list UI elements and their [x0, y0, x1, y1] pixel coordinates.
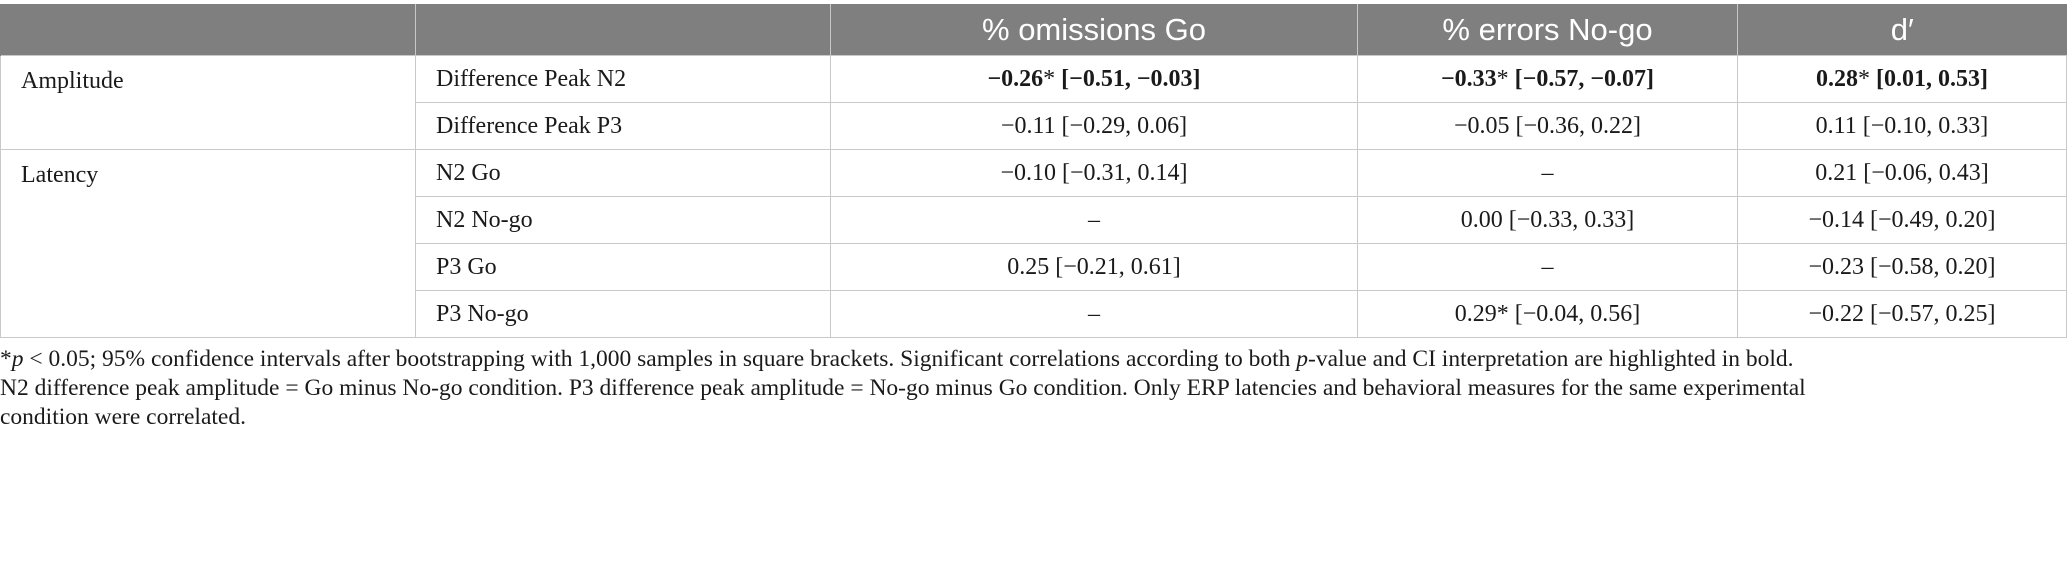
errors-cell: −0.33* [−0.57, −0.07]	[1357, 55, 1738, 103]
footnote-text: -value and CI interpretation are highlig…	[1308, 346, 1794, 372]
header-blank-1	[0, 4, 416, 56]
header-omissions-go: % omissions Go	[830, 4, 1358, 56]
omissions-cell: −0.10 [−0.31, 0.14]	[830, 149, 1358, 197]
significance-star: *	[1043, 65, 1056, 92]
measure-cell: Difference Peak P3	[415, 102, 831, 150]
footnote-text: < 0.05; 95% confidence intervals after b…	[23, 346, 1297, 372]
omissions-cell: 0.25 [−0.21, 0.61]	[830, 243, 1358, 291]
dprime-cell: 0.28* [0.01, 0.53]	[1737, 55, 2067, 103]
significance-star: *	[1858, 65, 1870, 92]
footnote-line-1: *p < 0.05; 95% confidence intervals afte…	[0, 345, 2060, 374]
omissions-cell: −0.11 [−0.29, 0.06]	[830, 102, 1358, 150]
footnote-line-2: N2 difference peak amplitude = Go minus …	[0, 375, 1806, 401]
table-row: N2 No-go – 0.00 [−0.33, 0.33] −0.14 [−0.…	[1, 196, 2067, 244]
group-amplitude: Amplitude	[0, 55, 416, 150]
confidence-interval: [0.01, 0.53]	[1870, 65, 1988, 92]
dprime-cell: −0.23 [−0.58, 0.20]	[1737, 243, 2067, 291]
header-blank-2	[415, 4, 831, 56]
measure-cell: Difference Peak N2	[415, 55, 831, 103]
dprime-cell: −0.14 [−0.49, 0.20]	[1737, 196, 2067, 244]
errors-cell: −0.05 [−0.36, 0.22]	[1357, 102, 1738, 150]
dprime-cell: −0.22 [−0.57, 0.25]	[1737, 290, 2067, 338]
omissions-cell: −0.26* [−0.51, −0.03]	[830, 55, 1358, 103]
significance-star: *	[1496, 65, 1509, 92]
coefficient-value: −0.33	[1440, 65, 1497, 92]
group-latency: Latency	[0, 149, 416, 338]
measure-cell: N2 No-go	[415, 196, 831, 244]
footnote-p-symbol: p	[11, 346, 24, 372]
footnote-star: *	[0, 346, 12, 372]
table-row: P3 No-go – 0.29* [−0.04, 0.56] −0.22 [−0…	[1, 290, 2067, 338]
errors-cell: –	[1357, 149, 1738, 197]
header-row: % omissions Go % errors No-go d′	[0, 4, 2067, 56]
errors-cell: –	[1357, 243, 1738, 291]
footnote-p-symbol: p	[1296, 346, 1309, 372]
measure-cell: P3 No-go	[415, 290, 831, 338]
errors-cell: 0.00 [−0.33, 0.33]	[1357, 196, 1738, 244]
header-errors-nogo: % errors No-go	[1357, 4, 1738, 56]
table-row: P3 Go 0.25 [−0.21, 0.61] – −0.23 [−0.58,…	[1, 243, 2067, 291]
footnote-line-3: condition were correlated.	[0, 404, 246, 430]
dprime-cell: 0.11 [−0.10, 0.33]	[1737, 102, 2067, 150]
correlation-table: % omissions Go % errors No-go d′ Amplitu…	[0, 4, 2067, 338]
omissions-cell: –	[830, 290, 1358, 338]
dprime-cell: 0.21 [−0.06, 0.43]	[1737, 149, 2067, 197]
measure-cell: N2 Go	[415, 149, 831, 197]
coefficient-value: 0.28	[1816, 65, 1858, 92]
confidence-interval: [−0.57, −0.07]	[1508, 65, 1655, 92]
confidence-interval: [−0.51, −0.03]	[1055, 65, 1201, 92]
table-row: Latency N2 Go −0.10 [−0.31, 0.14] – 0.21…	[0, 149, 2067, 338]
coefficient-value: −0.26	[987, 65, 1044, 92]
header-dprime: d′	[1737, 4, 2067, 56]
omissions-cell: –	[830, 196, 1358, 244]
table-footnote: *p < 0.05; 95% confidence intervals afte…	[0, 345, 2060, 432]
measure-cell: P3 Go	[415, 243, 831, 291]
table-row: Amplitude Difference Peak N2 −0.26* [−0.…	[0, 55, 2067, 150]
errors-cell: 0.29* [−0.04, 0.56]	[1357, 290, 1738, 338]
